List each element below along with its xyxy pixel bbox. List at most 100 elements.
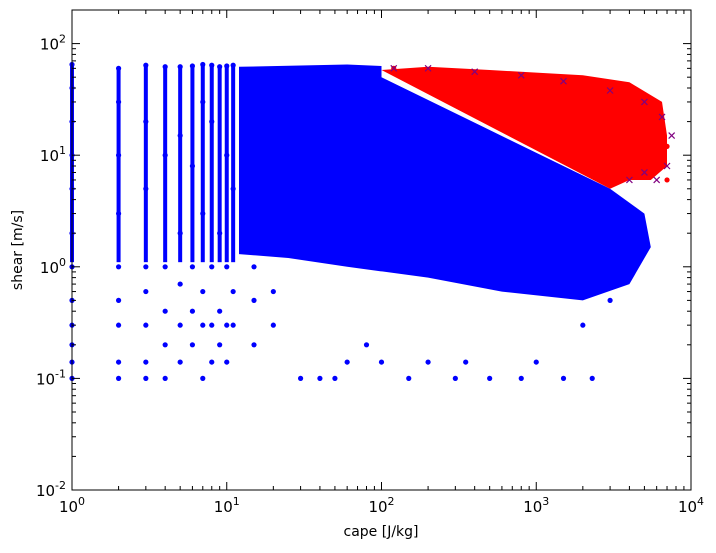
y-tick-label: 100: [40, 256, 66, 277]
data-point: [177, 281, 183, 287]
data-point: [217, 342, 223, 348]
data-point: [189, 63, 196, 69]
data-point: [487, 375, 493, 381]
data-point: [332, 375, 338, 381]
data-point: [115, 375, 122, 381]
y-tick-label: 102: [40, 33, 66, 54]
data-point: [217, 308, 223, 314]
density-stripe: [209, 65, 214, 263]
data-point: [115, 65, 122, 71]
data-point: [189, 342, 196, 348]
data-point: [177, 359, 183, 365]
data-point: [425, 359, 431, 365]
data-point: [297, 375, 304, 381]
data-point: [115, 210, 122, 217]
data-point: [209, 322, 215, 328]
data-point: [189, 163, 196, 169]
data-point: [641, 230, 648, 236]
data-point: [115, 152, 122, 158]
data-point: [143, 264, 149, 270]
y-axis-label: shear [m/s]: [10, 210, 26, 290]
data-point: [217, 64, 223, 70]
data-point: [626, 264, 633, 270]
density-layer: [70, 64, 667, 301]
data-point: [200, 322, 206, 328]
y-tick-label: 10-2: [36, 479, 66, 500]
y-tick-label: 10-1: [36, 367, 66, 388]
data-point-x: [471, 68, 479, 76]
density-stripe: [116, 68, 121, 263]
data-point: [641, 108, 648, 114]
data-point: [115, 322, 122, 328]
x-tick-label: 103: [523, 495, 549, 516]
x-axis-label: cape [J/kg]: [344, 524, 419, 540]
blue-density-region: [239, 64, 651, 301]
red-density-region: [381, 66, 667, 189]
data-point: [115, 99, 122, 105]
data-point: [230, 322, 236, 328]
density-stripe: [178, 66, 183, 263]
data-point: [200, 288, 206, 295]
data-point: [177, 132, 183, 139]
data-point: [143, 186, 149, 192]
density-stripe: [200, 64, 205, 263]
data-point-x: [606, 87, 614, 94]
data-point: [143, 62, 149, 68]
data-point: [518, 375, 524, 381]
data-point: [472, 69, 478, 76]
data-point: [378, 359, 385, 365]
data-point: [115, 359, 122, 365]
data-point: [162, 152, 168, 158]
data-point: [251, 297, 257, 303]
data-point-x: [658, 113, 666, 121]
data-point: [224, 152, 230, 158]
data-point: [224, 264, 230, 270]
data-point: [143, 322, 149, 328]
data-point: [425, 67, 431, 73]
data-point: [344, 359, 350, 365]
data-point: [115, 264, 122, 270]
data-point: [224, 322, 230, 328]
data-point: [270, 322, 276, 328]
density-stripe: [217, 66, 222, 263]
data-point-x: [640, 169, 648, 176]
data-point: [452, 375, 458, 381]
data-point: [230, 186, 236, 192]
data-point-x: [560, 77, 567, 85]
data-point-x: [653, 176, 661, 184]
data-point-x: [424, 64, 432, 72]
data-point: [317, 375, 323, 381]
data-point: [560, 375, 567, 381]
data-point: [463, 359, 469, 365]
data-point: [189, 264, 196, 270]
data-point: [664, 177, 670, 183]
density-stripe: [224, 65, 229, 263]
x-tick-label: 100: [59, 495, 85, 516]
data-point: [209, 359, 215, 365]
data-point: [143, 359, 149, 365]
data-point: [217, 230, 223, 236]
data-point: [209, 119, 215, 125]
data-point: [162, 375, 168, 381]
density-stripe: [231, 65, 236, 263]
data-point: [533, 359, 539, 365]
data-point: [209, 264, 215, 270]
data-point: [189, 308, 196, 314]
data-point: [607, 91, 613, 98]
data-point-x: [390, 64, 398, 72]
data-point: [200, 61, 206, 68]
data-point-x: [663, 162, 671, 170]
data-point-x: [640, 98, 648, 106]
data-point: [143, 119, 149, 125]
ticks-layer: 100 101 102 103 104 10-2 10-1 100 101 102: [36, 9, 704, 516]
data-point: [589, 375, 595, 381]
data-point: [209, 62, 215, 68]
data-point: [162, 342, 168, 348]
data-point: [363, 342, 370, 348]
data-point: [224, 359, 230, 365]
data-point: [177, 322, 183, 328]
data-point: [200, 210, 206, 217]
data-point: [580, 322, 586, 328]
